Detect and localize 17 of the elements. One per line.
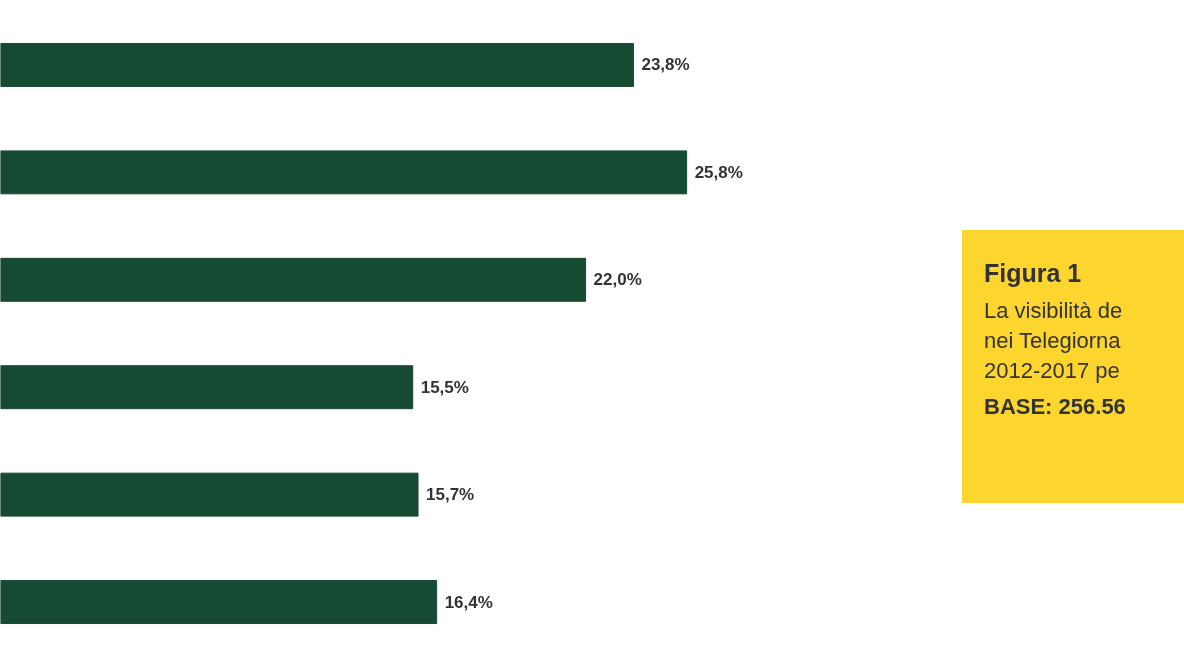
data-label: 23,8% (641, 55, 690, 75)
text: La visibilità de (984, 297, 1124, 325)
text: 2012-2017 pe (984, 357, 1121, 385)
bar (0, 42, 634, 87)
data-label: 15,7% (426, 485, 475, 505)
data-label: 22,0% (593, 270, 642, 290)
text: BASE: 256.56 (984, 393, 1127, 421)
data-label: 15,5% (420, 377, 469, 397)
text: Figura 1 (984, 258, 1083, 288)
bar (0, 580, 438, 625)
bar (0, 257, 587, 302)
data-label: 16,4% (444, 592, 493, 612)
bar (0, 150, 688, 195)
data-label: 25,8% (694, 162, 743, 182)
text: nei Telegiorna (984, 327, 1122, 355)
bar (0, 365, 414, 410)
bar (0, 472, 419, 517)
